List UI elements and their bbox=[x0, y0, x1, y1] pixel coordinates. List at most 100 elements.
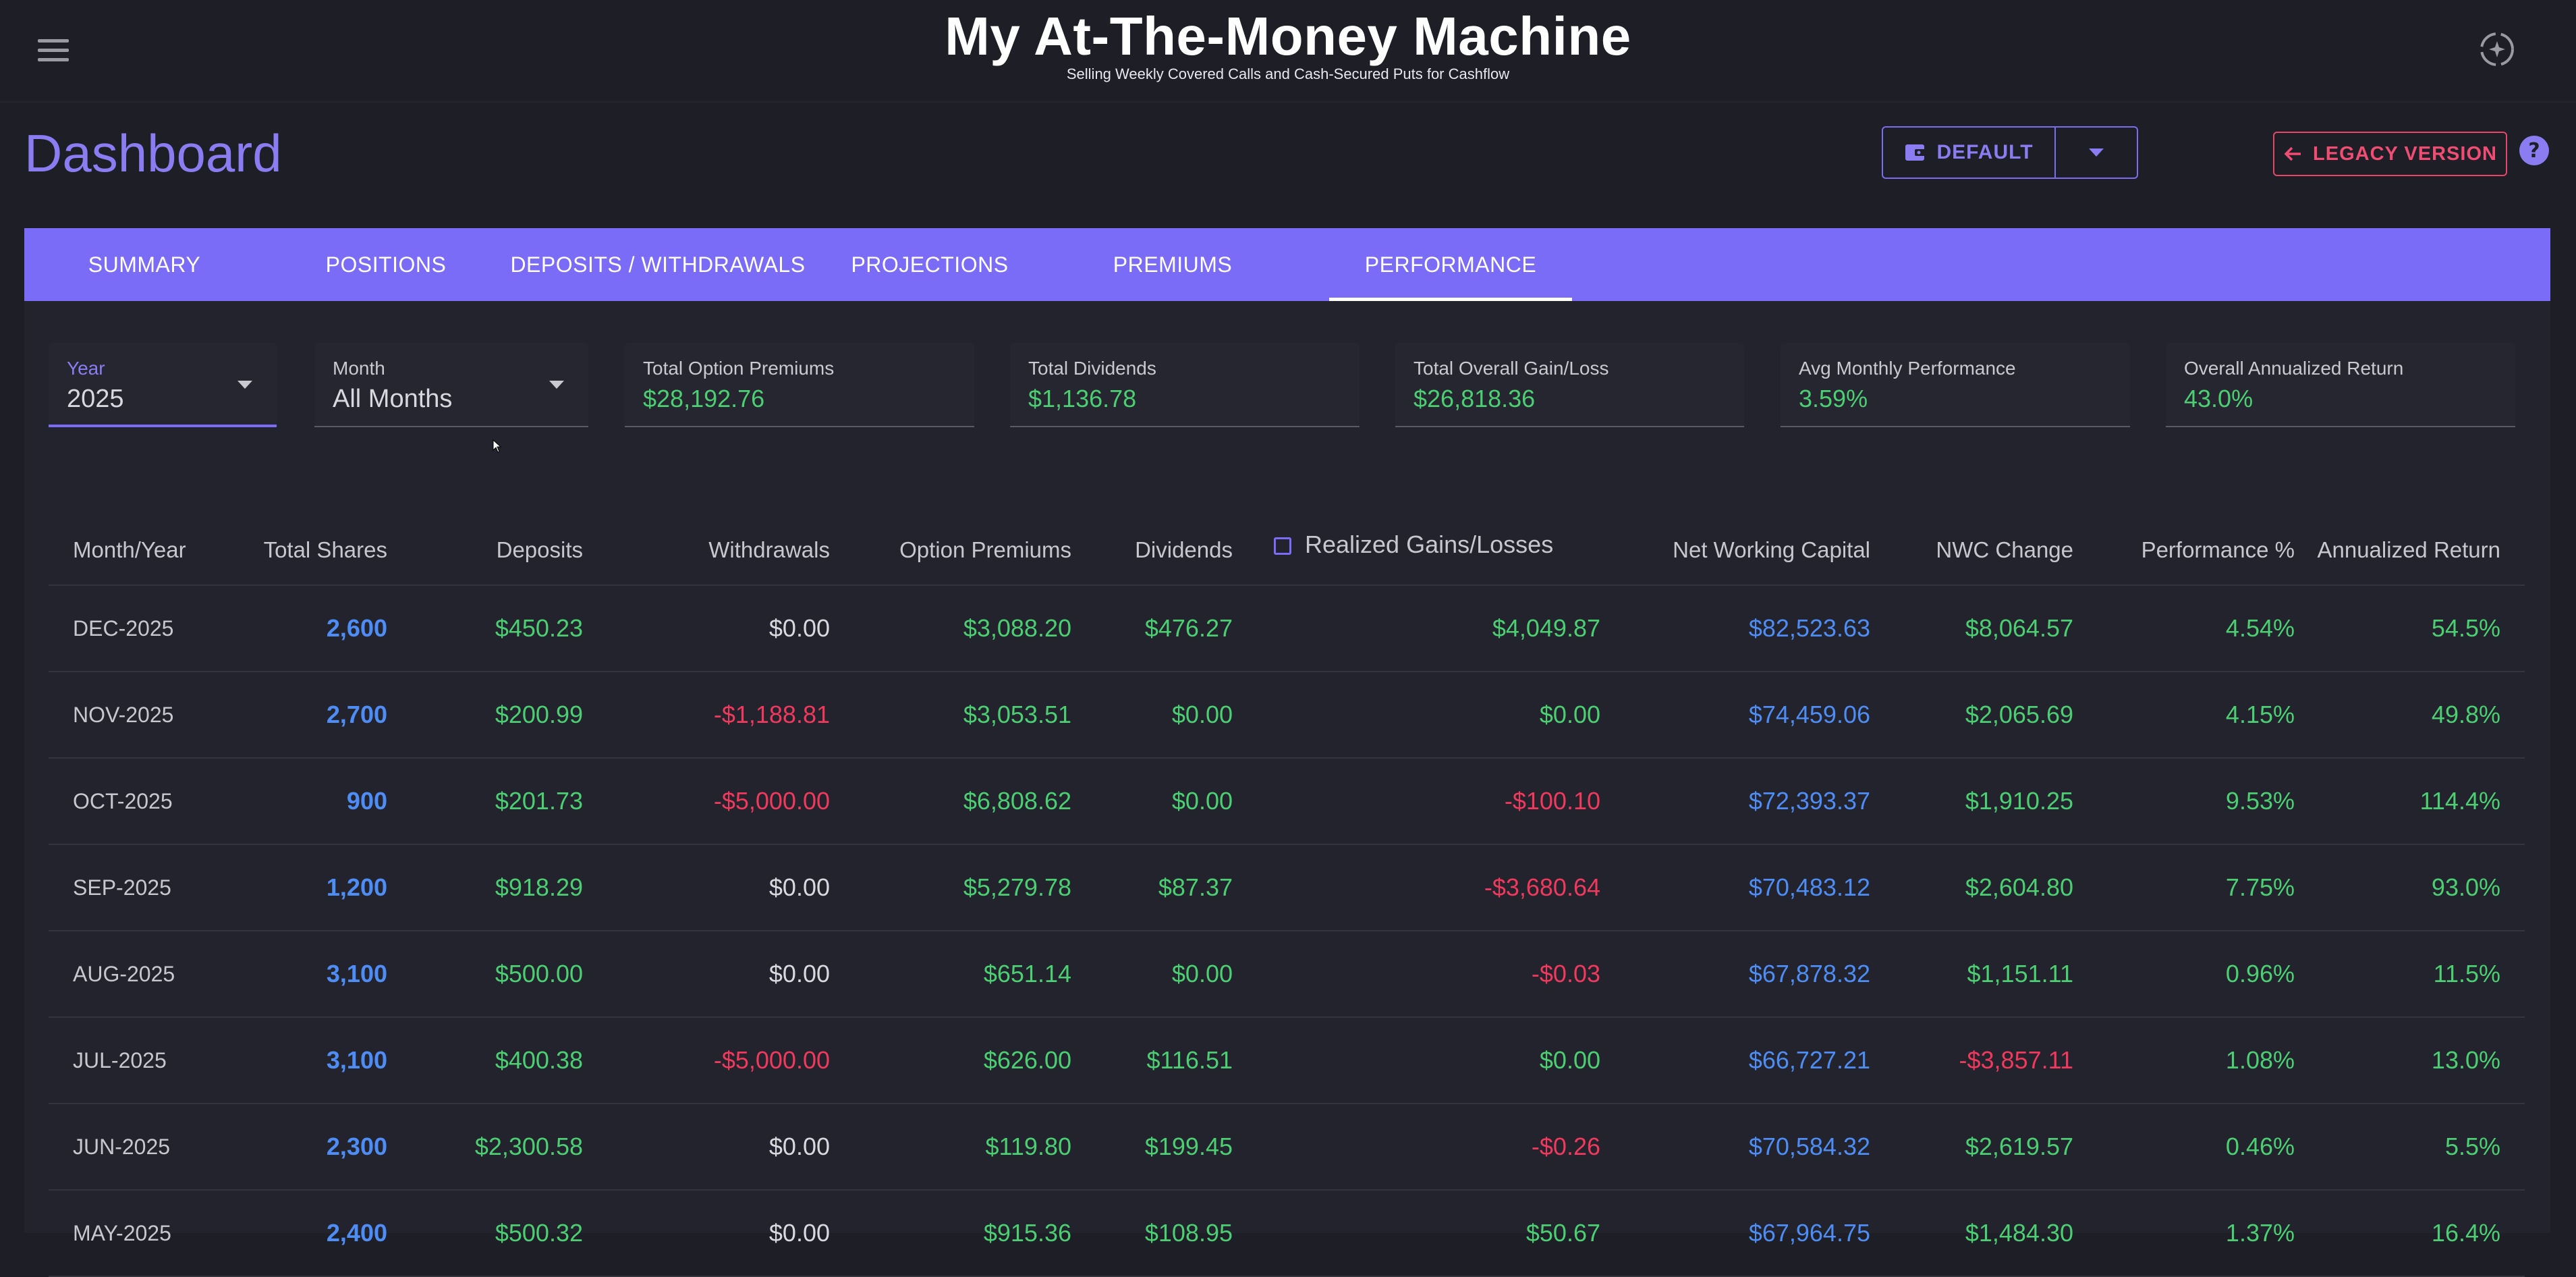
table-row[interactable]: JUL-2025 3,100 $400.38 -$5,000.00 $626.0… bbox=[49, 1018, 2525, 1104]
tab-projections[interactable]: PROJECTIONS bbox=[851, 252, 1009, 277]
stat-label: Avg Monthly Performance bbox=[1799, 358, 2016, 379]
cell-premiums: $626.00 bbox=[983, 1046, 1071, 1074]
cell-month: MAY-2025 bbox=[73, 1221, 171, 1245]
cell-deposits: $200.99 bbox=[495, 701, 583, 728]
cell-withdrawals: $0.00 bbox=[768, 960, 830, 987]
cell-annualized: 114.4% bbox=[2419, 787, 2500, 815]
month-value: All Months bbox=[333, 385, 453, 413]
default-button-label: DEFAULT bbox=[1936, 141, 2034, 163]
cell-shares: 2,700 bbox=[326, 701, 387, 728]
header-annualized-return[interactable]: Annualized Return bbox=[2317, 537, 2500, 562]
cell-performance: 0.96% bbox=[2225, 960, 2295, 987]
cell-dividends: $0.00 bbox=[1171, 960, 1233, 987]
stat-label: Total Overall Gain/Loss bbox=[1413, 358, 1609, 379]
cell-annualized: 16.4% bbox=[2431, 1219, 2500, 1247]
cell-premiums: $651.14 bbox=[983, 960, 1071, 987]
cell-nwc: $74,459.06 bbox=[1748, 701, 1870, 728]
table-row[interactable]: AUG-2025 3,100 $500.00 $0.00 $651.14 $0.… bbox=[49, 931, 2525, 1018]
cell-deposits: $400.38 bbox=[495, 1046, 583, 1074]
wallet-icon bbox=[1905, 144, 1926, 161]
checkbox-icon[interactable] bbox=[1274, 537, 1291, 555]
cell-month: AUG-2025 bbox=[73, 962, 175, 986]
caret-down-icon bbox=[2089, 148, 2104, 157]
header-month-year[interactable]: Month/Year bbox=[73, 537, 186, 562]
table-row[interactable]: NOV-2025 2,700 $200.99 -$1,188.81 $3,053… bbox=[49, 672, 2525, 759]
table-row[interactable]: MAY-2025 2,400 $500.32 $0.00 $915.36 $10… bbox=[49, 1191, 2525, 1277]
cell-shares: 1,200 bbox=[326, 873, 387, 901]
tab-deposits-withdrawals[interactable]: DEPOSITS / WITHDRAWALS bbox=[510, 252, 806, 277]
cell-deposits: $918.29 bbox=[495, 873, 583, 901]
header-option-premiums[interactable]: Option Premiums bbox=[899, 537, 1071, 562]
cell-premiums: $6,808.62 bbox=[963, 787, 1071, 815]
cell-dividends: $0.00 bbox=[1171, 787, 1233, 815]
cell-premiums: $915.36 bbox=[983, 1219, 1071, 1247]
cell-deposits: $201.73 bbox=[495, 787, 583, 815]
header-total-shares[interactable]: Total Shares bbox=[263, 537, 387, 562]
header-net-working-capital[interactable]: Net Working Capital bbox=[1673, 537, 1870, 562]
stat-label: Total Dividends bbox=[1028, 358, 1156, 379]
menu-icon[interactable] bbox=[38, 38, 69, 62]
cell-premiums: $3,053.51 bbox=[963, 701, 1071, 728]
table-row[interactable]: SEP-2025 1,200 $918.29 $0.00 $5,279.78 $… bbox=[49, 845, 2525, 931]
cell-nwc-change: $8,064.57 bbox=[1965, 614, 2073, 642]
cell-shares: 3,100 bbox=[326, 960, 387, 987]
cell-withdrawals: -$1,188.81 bbox=[713, 701, 830, 728]
cell-premiums: $3,088.20 bbox=[963, 614, 1071, 642]
app-subtitle: Selling Weekly Covered Calls and Cash-Se… bbox=[1066, 65, 1510, 82]
cell-realized: $4,049.87 bbox=[1492, 614, 1600, 642]
stat-label: Overall Annualized Return bbox=[2184, 358, 2404, 379]
app-bar: My At-The-Money Machine Selling Weekly C… bbox=[0, 0, 2576, 103]
stat-value: $1,136.78 bbox=[1028, 385, 1137, 412]
cell-premiums: $5,279.78 bbox=[963, 873, 1071, 901]
header-performance[interactable]: Performance % bbox=[2141, 537, 2295, 562]
cell-month: JUL-2025 bbox=[73, 1048, 167, 1072]
performance-panel bbox=[24, 301, 2550, 1233]
portfolio-dropdown-button[interactable] bbox=[2056, 128, 2137, 178]
caret-down-icon bbox=[549, 381, 564, 389]
cell-realized: $50.67 bbox=[1525, 1219, 1600, 1247]
cell-nwc-change: $1,910.25 bbox=[1965, 787, 2073, 815]
year-label: Year bbox=[67, 358, 105, 379]
cell-month: OCT-2025 bbox=[73, 789, 173, 813]
table-row[interactable]: DEC-2025 2,600 $450.23 $0.00 $3,088.20 $… bbox=[49, 586, 2525, 672]
ai-sparkle-icon[interactable] bbox=[2477, 30, 2517, 69]
header-nwc-change[interactable]: NWC Change bbox=[1936, 537, 2073, 562]
cell-realized: -$100.10 bbox=[1504, 787, 1600, 815]
tab-positions[interactable]: POSITIONS bbox=[325, 252, 447, 277]
cell-withdrawals: $0.00 bbox=[768, 1133, 830, 1160]
cell-nwc-change: $2,619.57 bbox=[1965, 1133, 2073, 1160]
cell-month: JUN-2025 bbox=[73, 1135, 171, 1159]
header-dividends[interactable]: Dividends bbox=[1135, 537, 1233, 562]
svg-text:?: ? bbox=[2528, 139, 2540, 163]
year-select[interactable]: Year 2025 bbox=[49, 343, 277, 427]
caret-down-icon bbox=[237, 381, 252, 389]
stat-label: Total Option Premiums bbox=[643, 358, 835, 379]
cell-nwc: $70,483.12 bbox=[1748, 873, 1870, 901]
header-realized-gains[interactable]: Realized Gains/Losses bbox=[1274, 502, 1553, 587]
cell-nwc-change: -$3,857.11 bbox=[1959, 1046, 2073, 1074]
cell-withdrawals: -$5,000.00 bbox=[713, 1046, 830, 1074]
cell-month: NOV-2025 bbox=[73, 703, 174, 727]
header-withdrawals[interactable]: Withdrawals bbox=[708, 537, 830, 562]
header-deposits[interactable]: Deposits bbox=[496, 537, 583, 562]
performance-table: Month/Year Total Shares Deposits Withdra… bbox=[49, 499, 2525, 1277]
tab-summary[interactable]: SUMMARY bbox=[88, 252, 201, 277]
cell-realized: -$0.26 bbox=[1531, 1133, 1600, 1160]
tab-premiums[interactable]: PREMIUMS bbox=[1113, 252, 1233, 277]
cell-realized: -$3,680.64 bbox=[1484, 873, 1600, 901]
cell-withdrawals: $0.00 bbox=[768, 1219, 830, 1247]
cell-deposits: $500.00 bbox=[495, 960, 583, 987]
table-row[interactable]: JUN-2025 2,300 $2,300.58 $0.00 $119.80 $… bbox=[49, 1104, 2525, 1191]
legacy-version-button[interactable]: LEGACY VERSION bbox=[2273, 132, 2507, 176]
cell-realized: $0.00 bbox=[1539, 1046, 1600, 1074]
cell-withdrawals: $0.00 bbox=[768, 614, 830, 642]
month-select[interactable]: Month All Months bbox=[314, 343, 588, 427]
tab-performance[interactable]: PERFORMANCE bbox=[1329, 228, 1572, 301]
arrow-left-icon bbox=[2284, 146, 2301, 161]
table-row[interactable]: OCT-2025 900 $201.73 -$5,000.00 $6,808.6… bbox=[49, 759, 2525, 845]
cell-nwc: $82,523.63 bbox=[1748, 614, 1870, 642]
page-title: Dashboard bbox=[24, 124, 282, 183]
default-portfolio-button[interactable]: DEFAULT bbox=[1883, 128, 2056, 178]
help-icon[interactable]: ? bbox=[2519, 135, 2550, 166]
cell-shares: 2,400 bbox=[326, 1219, 387, 1247]
